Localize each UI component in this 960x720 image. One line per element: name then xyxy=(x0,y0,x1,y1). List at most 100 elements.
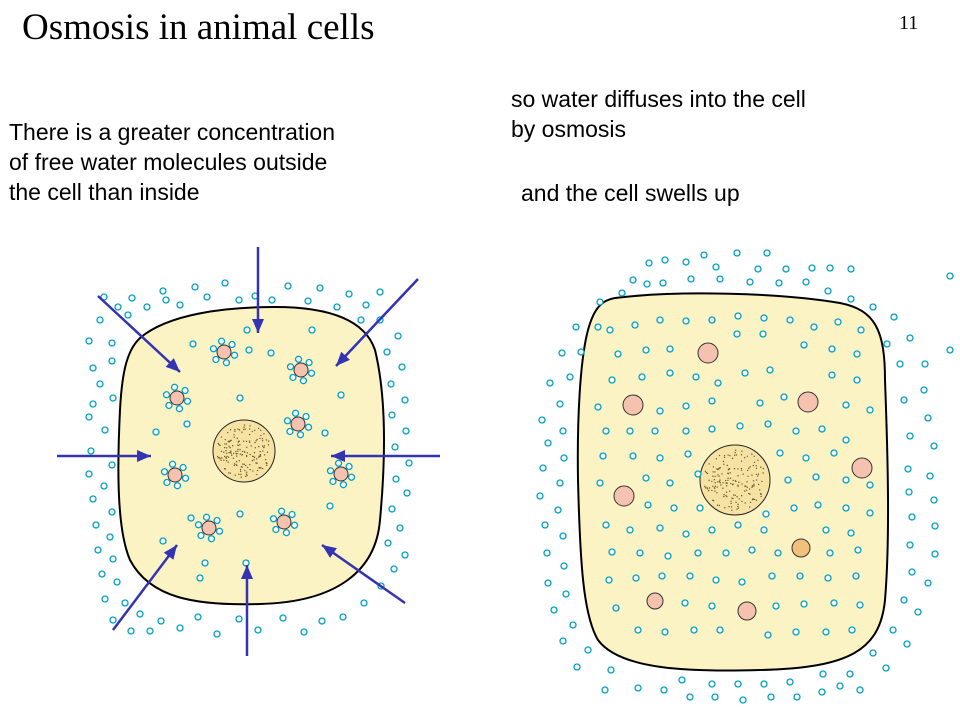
nucleus-dot xyxy=(707,489,710,492)
nucleus-dot xyxy=(246,466,249,469)
water-molecule xyxy=(383,348,391,356)
water-molecule xyxy=(326,502,334,510)
nucleus-dot xyxy=(246,446,248,449)
water-molecule xyxy=(236,510,244,518)
water-molecule xyxy=(89,400,97,408)
water-molecule xyxy=(391,443,399,451)
nucleus-dot xyxy=(741,450,743,452)
nucleus-dot xyxy=(238,460,241,462)
nucleus-dot xyxy=(248,441,251,444)
inflow-arrows xyxy=(57,247,440,656)
water-molecule xyxy=(556,400,564,408)
nucleus-dot xyxy=(744,502,746,504)
nucleus-dot xyxy=(258,467,261,469)
water-molecule xyxy=(96,316,104,324)
water-molecule xyxy=(124,311,132,319)
nucleus-dot xyxy=(261,440,264,442)
water-molecule xyxy=(708,397,716,405)
water-molecule xyxy=(181,474,190,482)
water-molecule xyxy=(279,614,287,622)
arrow-shaft xyxy=(335,278,419,367)
water-molecule xyxy=(114,303,122,311)
nucleus-dot xyxy=(241,450,244,453)
water-molecule xyxy=(268,296,276,304)
water-molecule xyxy=(602,427,610,435)
water-molecule xyxy=(228,340,236,349)
nucleus-dot xyxy=(245,471,248,473)
water-molecule xyxy=(822,628,830,636)
nucleus-dot xyxy=(736,496,738,498)
water-molecule xyxy=(376,288,384,296)
cell-contents xyxy=(594,312,874,639)
nucleus-dot xyxy=(726,464,728,467)
water-molecule xyxy=(194,521,203,529)
nucleus-dot xyxy=(240,476,242,478)
nucleus-dot xyxy=(242,440,245,442)
nucleus xyxy=(699,444,771,516)
nucleus-dot xyxy=(233,434,235,436)
nucleus-dot xyxy=(237,450,239,452)
nucleus-dot xyxy=(706,472,709,475)
water-molecule xyxy=(594,403,602,411)
water-molecule xyxy=(760,526,768,534)
nucleus-dot xyxy=(266,464,268,467)
nucleus-dot xyxy=(746,486,748,489)
nucleus-dot xyxy=(731,483,734,486)
solute-particle xyxy=(201,520,217,536)
nucleus-dot xyxy=(737,484,739,486)
water-molecule xyxy=(296,431,305,439)
water-molecule xyxy=(326,467,335,475)
water-molecule xyxy=(394,332,402,340)
nucleus-dot xyxy=(219,458,221,460)
water-molecule xyxy=(684,450,692,458)
nucleus-dot xyxy=(244,469,246,472)
nucleus-dot xyxy=(267,440,270,442)
inflow-arrow xyxy=(97,295,181,373)
water-molecule xyxy=(289,373,297,382)
nucleus-dot xyxy=(229,451,232,453)
nucleus-dot xyxy=(239,470,242,473)
nucleus-dot xyxy=(240,466,243,468)
water-molecule xyxy=(277,507,286,515)
nucleus-dot xyxy=(727,479,729,481)
water-molecule xyxy=(782,265,790,273)
water-molecule xyxy=(708,316,716,324)
water-molecule xyxy=(924,414,932,422)
nucleus-dot xyxy=(230,452,232,455)
water-molecule xyxy=(108,508,116,516)
nucleus-dot xyxy=(727,472,729,475)
water-molecule xyxy=(638,373,646,381)
water-molecule xyxy=(814,501,822,509)
nucleus-dot xyxy=(714,471,716,473)
solute-particle xyxy=(167,467,183,483)
water-molecule xyxy=(536,492,544,500)
water-molecule xyxy=(852,572,860,580)
nucleus-dot xyxy=(253,456,256,459)
nucleus-dot xyxy=(721,473,723,475)
water-molecule xyxy=(333,303,341,311)
swollen-cell xyxy=(576,292,890,672)
external-water-molecules xyxy=(85,279,413,638)
water-molecule xyxy=(217,337,226,345)
water-molecule xyxy=(906,432,914,440)
inflow-arrow xyxy=(331,450,440,462)
water-molecule xyxy=(572,323,580,331)
nucleus-dot xyxy=(755,465,757,467)
water-molecule xyxy=(759,330,767,338)
solute-particle xyxy=(791,538,811,558)
nucleus-dot xyxy=(233,463,236,465)
water-molecule xyxy=(305,358,313,367)
nucleus-dot xyxy=(729,455,731,457)
water-molecule xyxy=(734,680,742,688)
water-molecule xyxy=(207,535,216,543)
nucleus-dot xyxy=(744,485,746,487)
water-molecule xyxy=(152,428,160,436)
nucleus-dot xyxy=(752,480,755,482)
nucleus-dot xyxy=(250,445,252,447)
water-molecule xyxy=(931,550,939,558)
water-molecule xyxy=(128,294,136,302)
nucleus-dot xyxy=(225,457,228,459)
nucleus-dot xyxy=(708,479,710,482)
nucleus-dot xyxy=(251,459,254,462)
nucleus-dot xyxy=(239,453,241,455)
